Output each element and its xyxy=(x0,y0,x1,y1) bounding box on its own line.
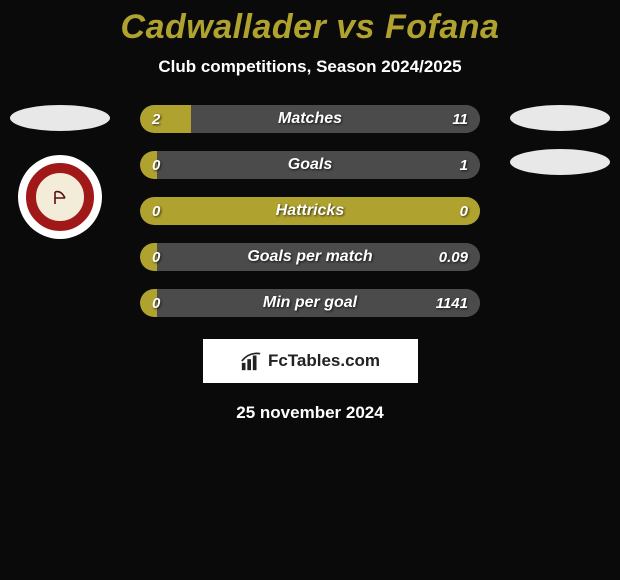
player-ellipse-left xyxy=(10,105,110,131)
stat-label: Matches xyxy=(278,110,342,128)
left-player-column xyxy=(10,105,110,239)
stat-bars: 2 11 Matches 0 1 Goals 0 0 Hattricks 0 0.09 Goals p… xyxy=(140,105,480,317)
date-label: 25 november 2024 xyxy=(0,403,620,423)
stat-bar: 0 0.09 Goals per match xyxy=(140,243,480,271)
player-ellipse-right-1 xyxy=(510,105,610,131)
watermark-text: FcTables.com xyxy=(268,351,380,371)
stat-bar: 2 11 Matches xyxy=(140,105,480,133)
stat-label: Min per goal xyxy=(263,294,357,312)
stat-value-right: 1141 xyxy=(436,295,468,312)
stat-label: Hattricks xyxy=(276,202,344,220)
archer-icon xyxy=(47,184,73,210)
watermark: FcTables.com xyxy=(203,339,418,383)
club-badge-inner xyxy=(26,163,94,231)
stat-value-left: 2 xyxy=(152,111,160,128)
stat-value-right: 11 xyxy=(452,111,468,128)
stat-value-right: 0 xyxy=(460,203,468,220)
player-ellipse-right-2 xyxy=(510,149,610,175)
page-title: Cadwallader vs Fofana xyxy=(0,0,620,47)
stat-value-left: 0 xyxy=(152,203,160,220)
stat-value-right: 0.09 xyxy=(439,249,468,266)
club-badge-left xyxy=(18,155,102,239)
stat-label: Goals per match xyxy=(247,248,372,266)
bar-fill-left xyxy=(140,105,191,133)
stat-bar: 0 0 Hattricks xyxy=(140,197,480,225)
comparison-content: 2 11 Matches 0 1 Goals 0 0 Hattricks 0 0.09 Goals p… xyxy=(0,105,620,423)
stat-bar: 0 1 Goals xyxy=(140,151,480,179)
stat-value-left: 0 xyxy=(152,249,160,266)
barchart-icon xyxy=(240,350,262,372)
subtitle: Club competitions, Season 2024/2025 xyxy=(0,57,620,77)
stat-label: Goals xyxy=(288,156,332,174)
stat-value-right: 1 xyxy=(460,157,468,174)
right-player-column xyxy=(510,105,610,175)
stat-bar: 0 1141 Min per goal xyxy=(140,289,480,317)
stat-value-left: 0 xyxy=(152,157,160,174)
stat-value-left: 0 xyxy=(152,295,160,312)
